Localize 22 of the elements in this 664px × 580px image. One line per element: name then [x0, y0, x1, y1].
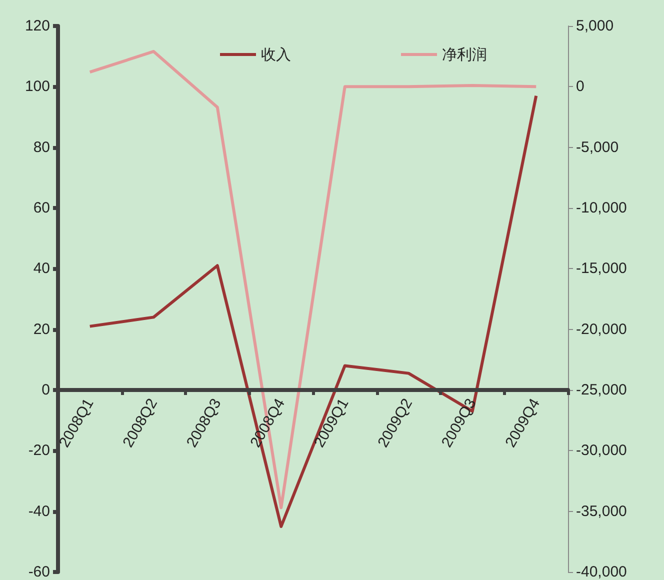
y-tick-label: 40	[33, 260, 50, 278]
y-tick-label: 120	[24, 18, 50, 34]
y2-tick-label: -15,000	[576, 260, 627, 278]
y2-tick-label: -35,000	[576, 502, 627, 520]
y-tick-label: 0	[42, 382, 50, 398]
y2-tick-label: -40,000	[576, 564, 627, 580]
y-tick-label: -60	[28, 564, 50, 580]
y2-tick-label: -5,000	[576, 138, 619, 156]
y2-tick-label: -30,000	[576, 442, 627, 460]
y-tick-label: 60	[33, 200, 50, 216]
y-tick-label: -20	[28, 442, 50, 460]
y2-tick-label: -20,000	[576, 320, 627, 338]
y2-tick-label: 5,000	[576, 18, 614, 34]
legend-label: 净利润	[442, 46, 487, 64]
y2-tick-label: -25,000	[576, 382, 627, 398]
y-tick-label: 80	[33, 138, 50, 156]
y-tick-label: 100	[24, 78, 50, 96]
legend-label: 收入	[261, 46, 291, 64]
y-tick-label: -40	[28, 502, 50, 520]
y2-tick-label: 0	[576, 78, 584, 96]
y2-tick-label: -10,000	[576, 200, 627, 216]
y-tick-label: 20	[33, 320, 50, 338]
